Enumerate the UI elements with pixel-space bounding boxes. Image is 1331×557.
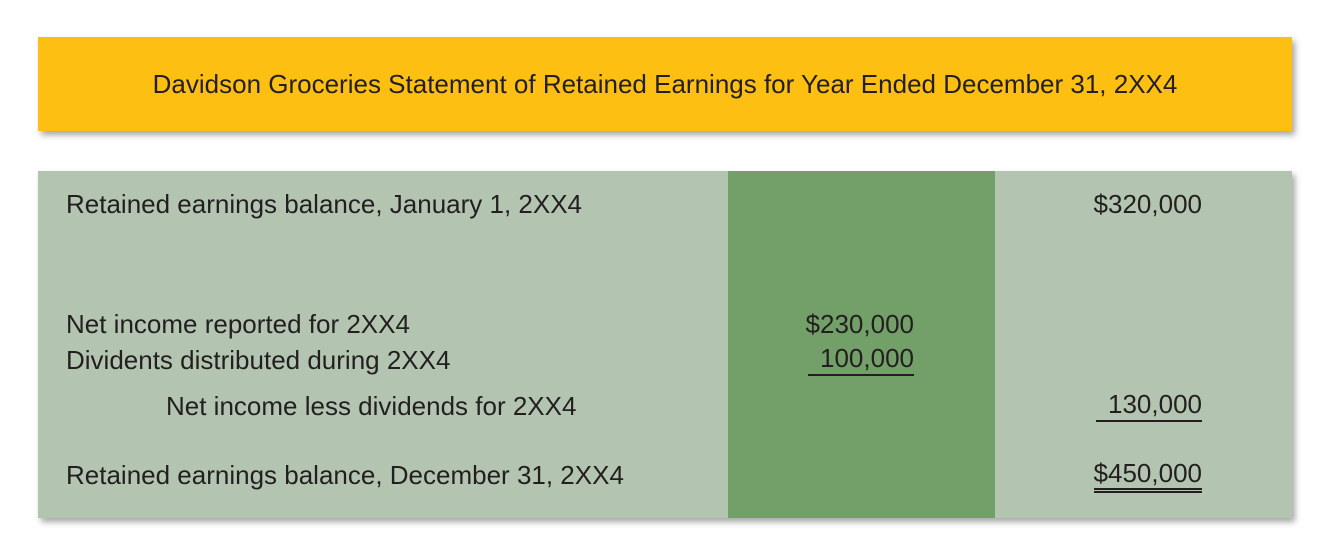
dividends-amount: 100,000	[808, 343, 914, 376]
net-less-dividends-amount-text: 130,000	[1108, 389, 1202, 419]
middle-amount-column	[728, 171, 995, 518]
statement-title-bar: Davidson Groceries Statement of Retained…	[38, 37, 1292, 131]
dividends-amount-text: 100,000	[820, 343, 914, 373]
row-ending-balance: Retained earnings balance, December 31, …	[38, 458, 1292, 493]
row-label: Retained earnings balance, January 1, 2X…	[66, 189, 583, 219]
beginning-balance-amount: $320,000	[1093, 189, 1202, 219]
row-label: Net income reported for 2XX4	[66, 309, 410, 339]
ending-balance-amount: $450,000	[1093, 458, 1202, 493]
row-label: Net income less dividends for 2XX4	[166, 391, 577, 421]
row-net-less-dividends: Net income less dividends for 2XX4 130,0…	[38, 389, 1292, 423]
row-beginning-balance: Retained earnings balance, January 1, 2X…	[38, 187, 1292, 221]
retained-earnings-statement: Retained earnings balance, January 1, 2X…	[38, 171, 1292, 518]
net-income-amount: $230,000	[805, 309, 914, 339]
row-label: Dividents distributed during 2XX4	[66, 345, 451, 375]
row-dividends: Dividents distributed during 2XX4 100,00…	[38, 343, 1292, 377]
row-label: Retained earnings balance, December 31, …	[66, 460, 624, 490]
row-net-income: Net income reported for 2XX4 $230,000	[38, 307, 1292, 341]
statement-title: Davidson Groceries Statement of Retained…	[152, 68, 1178, 99]
net-less-dividends-amount: 130,000	[1096, 389, 1202, 422]
